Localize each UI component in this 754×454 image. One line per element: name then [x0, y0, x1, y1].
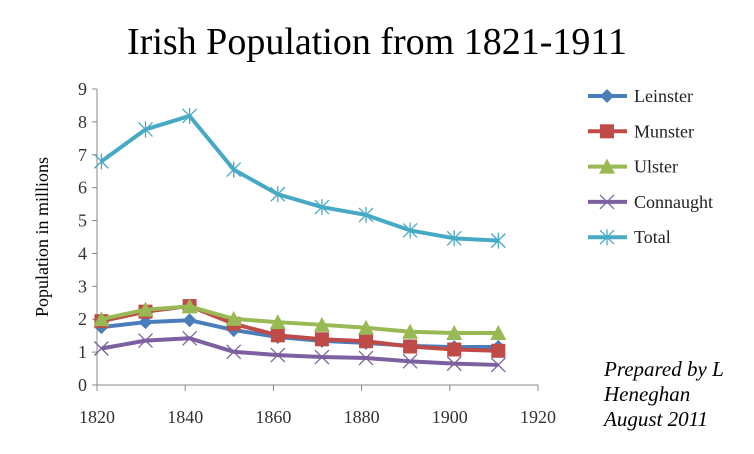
data-point-ulster — [181, 298, 198, 314]
data-point-total — [402, 222, 418, 239]
data-point-connaught — [446, 356, 462, 372]
legend-label-munster: Munster — [634, 121, 694, 141]
annotation-line: Prepared by L — [604, 357, 724, 381]
x-tick-label: 1920 — [520, 407, 556, 427]
data-point-ulster — [446, 325, 463, 341]
series-line-connaught — [101, 336, 499, 367]
legend-label-ulster: Ulster — [634, 157, 678, 177]
data-point-ulster — [402, 323, 419, 339]
annotation-line: August 2011 — [604, 407, 709, 431]
data-point-connaught — [490, 357, 506, 373]
data-point-total — [226, 161, 242, 178]
y-tick-label: 3 — [78, 276, 87, 296]
x-tick-label: 1900 — [432, 407, 468, 427]
data-point-total — [446, 230, 462, 247]
data-point-ulster — [93, 311, 110, 327]
series-line-munster — [100, 304, 499, 353]
data-point-leinster — [138, 315, 153, 330]
x-tick-label: 1860 — [255, 407, 291, 427]
legend-marker-leinster — [600, 89, 614, 103]
data-point-ulster — [490, 325, 507, 341]
data-point-total — [490, 232, 506, 249]
data-point-total — [270, 186, 286, 203]
y-tick-label: 1 — [78, 342, 87, 362]
data-point-ulster — [313, 316, 330, 332]
y-tick-label: 9 — [78, 79, 87, 99]
y-tick-label: 8 — [78, 112, 87, 132]
data-point-connaught — [93, 341, 109, 356]
legend-label-connaught: Connaught — [634, 192, 713, 212]
x-tick-label: 1840 — [167, 407, 203, 427]
y-tick-label: 2 — [78, 309, 87, 329]
data-point-munster — [314, 332, 329, 347]
data-point-munster — [447, 342, 462, 357]
data-point-connaught — [138, 333, 153, 349]
data-point-munster — [403, 339, 418, 354]
legend-label-leinster: Leinster — [634, 86, 693, 106]
legend-marker-connaught — [599, 194, 615, 210]
x-tick-label: 1820 — [79, 407, 115, 427]
data-point-connaught — [314, 349, 330, 365]
data-point-ulster — [269, 314, 286, 330]
data-point-ulster — [137, 301, 154, 317]
y-tick-label: 0 — [78, 375, 87, 395]
y-tick-label: 4 — [78, 243, 87, 263]
y-axis-label: Population in millions — [32, 157, 52, 317]
legend-label-total: Total — [634, 227, 671, 247]
chart-title: Irish Population from 1821-1911 — [127, 21, 627, 63]
legend-marker-total — [599, 229, 615, 246]
data-point-connaught — [270, 347, 286, 363]
y-tick-label: 7 — [78, 145, 87, 165]
y-tick-label: 5 — [78, 211, 87, 231]
data-point-total — [182, 107, 198, 124]
annotation: Prepared by L Heneghan August 2011 — [604, 357, 724, 432]
data-point-connaught — [182, 330, 198, 346]
data-point-total — [314, 199, 330, 216]
legend-marker-ulster — [599, 158, 615, 174]
series-line-ulster — [100, 304, 499, 336]
data-point-connaught — [226, 344, 242, 360]
data-point-ulster — [225, 310, 242, 326]
data-point-munster — [491, 343, 506, 358]
data-point-munster — [359, 334, 374, 349]
data-point-ulster — [358, 319, 375, 335]
data-point-munster — [270, 328, 285, 343]
data-point-total — [93, 153, 109, 170]
data-point-connaught — [358, 350, 374, 366]
data-point-total — [358, 206, 374, 223]
x-tick-label: 1880 — [344, 407, 380, 427]
series-line-total — [100, 113, 499, 243]
annotation-line: Heneghan — [604, 382, 691, 406]
data-point-leinster — [182, 313, 197, 328]
legend-marker-munster — [600, 124, 614, 139]
data-point-total — [138, 121, 153, 138]
data-point-connaught — [402, 353, 418, 369]
y-tick-label: 6 — [78, 178, 87, 198]
